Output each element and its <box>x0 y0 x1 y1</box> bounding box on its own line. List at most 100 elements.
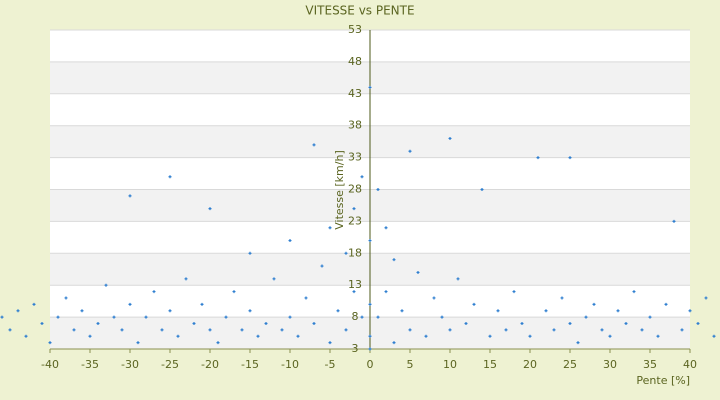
point <box>560 296 564 300</box>
x-tick-label: 35 <box>643 358 657 371</box>
point <box>608 334 612 338</box>
point <box>448 328 452 332</box>
point <box>672 219 676 223</box>
point <box>264 321 268 325</box>
x-tick-label: 15 <box>483 358 497 371</box>
point <box>72 328 76 332</box>
y-tick-label: 38 <box>348 119 362 132</box>
point <box>664 302 668 306</box>
point <box>544 309 548 313</box>
point <box>568 156 572 160</box>
point <box>112 315 116 319</box>
point <box>232 290 236 294</box>
point <box>368 85 372 89</box>
point <box>456 277 460 281</box>
x-tick-label: -20 <box>201 358 219 371</box>
point <box>400 309 404 313</box>
point <box>512 290 516 294</box>
point <box>152 290 156 294</box>
point <box>392 341 396 345</box>
point <box>408 149 412 153</box>
x-tick-label: 30 <box>603 358 617 371</box>
point <box>432 296 436 300</box>
point <box>584 315 588 319</box>
point <box>56 315 60 319</box>
x-tick-label: -5 <box>325 358 336 371</box>
point <box>656 334 660 338</box>
point <box>704 296 708 300</box>
point <box>304 296 308 300</box>
point <box>520 321 524 325</box>
point <box>528 334 532 338</box>
point <box>336 309 340 313</box>
point <box>624 321 628 325</box>
x-tick-label: 40 <box>683 358 697 371</box>
point <box>312 143 316 147</box>
point <box>48 341 52 345</box>
point <box>600 328 604 332</box>
point <box>224 315 228 319</box>
point <box>280 328 284 332</box>
point <box>392 258 396 262</box>
y-tick-label: 8 <box>352 310 359 323</box>
y-tick-label: 48 <box>348 55 362 68</box>
x-tick-label: -10 <box>281 358 299 371</box>
point <box>384 290 388 294</box>
point <box>472 302 476 306</box>
points <box>0 85 716 351</box>
point <box>176 334 180 338</box>
point <box>320 264 324 268</box>
point <box>368 334 372 338</box>
x-tick-label: -40 <box>41 358 59 371</box>
point <box>424 334 428 338</box>
point <box>128 302 132 306</box>
point <box>376 315 380 319</box>
point <box>168 309 172 313</box>
point <box>648 315 652 319</box>
chart-title: VITESSE vs PENTE <box>305 4 414 18</box>
point <box>464 321 468 325</box>
point <box>296 334 300 338</box>
y-tick-label: 18 <box>348 246 362 259</box>
point <box>712 334 716 338</box>
point <box>288 315 292 319</box>
x-tick-label: 20 <box>523 358 537 371</box>
point <box>552 328 556 332</box>
point <box>496 309 500 313</box>
y-tick-label: 43 <box>348 87 362 100</box>
point <box>216 341 220 345</box>
x-tick-label: -30 <box>121 358 139 371</box>
point <box>208 328 212 332</box>
point <box>40 321 44 325</box>
y-tick-label: 3 <box>352 342 359 355</box>
point <box>360 175 364 179</box>
point <box>328 226 332 230</box>
point <box>416 270 420 274</box>
point <box>184 277 188 281</box>
point <box>88 334 92 338</box>
x-tick-label: 0 <box>367 358 374 371</box>
point <box>448 136 452 140</box>
point <box>568 321 572 325</box>
x-tick-label: -35 <box>81 358 99 371</box>
x-tick-label: 25 <box>563 358 577 371</box>
point <box>592 302 596 306</box>
x-tick-label: 5 <box>407 358 414 371</box>
point <box>688 309 692 313</box>
point <box>248 251 252 255</box>
point <box>632 290 636 294</box>
point <box>128 194 132 198</box>
point <box>24 334 28 338</box>
x-axis-label: Pente [%] <box>636 374 690 387</box>
point <box>408 328 412 332</box>
point <box>368 302 372 306</box>
point <box>480 188 484 191</box>
point <box>120 328 124 332</box>
point <box>208 207 212 211</box>
point <box>200 302 204 306</box>
point <box>368 347 372 351</box>
point <box>256 334 260 338</box>
point <box>168 175 172 179</box>
